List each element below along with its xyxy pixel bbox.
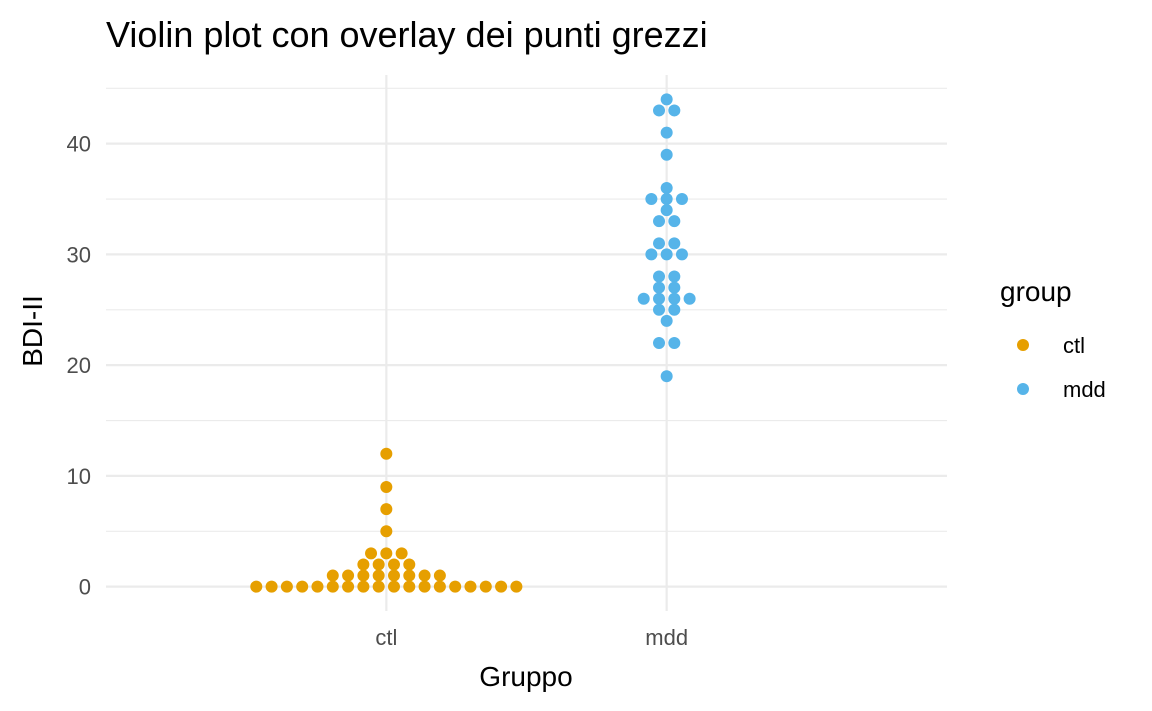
data-point-ctl bbox=[380, 525, 393, 538]
data-point-ctl bbox=[449, 580, 462, 593]
data-point-ctl bbox=[250, 580, 263, 593]
data-point-ctl bbox=[380, 447, 393, 460]
data-point-mdd bbox=[668, 303, 681, 316]
data-point-mdd bbox=[645, 193, 658, 206]
data-point-ctl bbox=[357, 569, 370, 582]
data-point-ctl bbox=[357, 558, 370, 571]
x-axis-ticks: ctl mdd bbox=[375, 625, 688, 650]
data-point-mdd bbox=[660, 181, 673, 194]
grid bbox=[106, 75, 947, 611]
data-point-ctl bbox=[280, 580, 293, 593]
y-tick-label: 30 bbox=[67, 242, 91, 267]
y-tick-label: 0 bbox=[79, 575, 91, 600]
data-point-ctl bbox=[326, 580, 339, 593]
data-point-mdd bbox=[675, 248, 688, 261]
data-point-ctl bbox=[418, 580, 431, 593]
data-point-mdd bbox=[653, 281, 666, 294]
data-point-ctl bbox=[433, 569, 446, 582]
data-point-mdd bbox=[660, 370, 673, 383]
data-point-ctl bbox=[296, 580, 309, 593]
data-point-ctl bbox=[464, 580, 477, 593]
data-point-ctl bbox=[265, 580, 278, 593]
data-point-ctl bbox=[387, 580, 400, 593]
data-points bbox=[250, 93, 696, 593]
data-point-ctl bbox=[510, 580, 523, 593]
legend-label-ctl: ctl bbox=[1063, 333, 1085, 358]
y-tick-label: 10 bbox=[67, 464, 91, 489]
data-point-mdd bbox=[660, 193, 673, 206]
data-point-ctl bbox=[342, 569, 355, 582]
data-point-mdd bbox=[668, 337, 681, 349]
legend-key-mdd bbox=[1017, 383, 1029, 395]
legend-label-mdd: mdd bbox=[1063, 377, 1106, 402]
data-point-ctl bbox=[311, 580, 324, 593]
data-point-mdd bbox=[683, 292, 696, 305]
data-point-ctl bbox=[372, 569, 385, 582]
data-point-mdd bbox=[653, 215, 666, 228]
data-point-mdd bbox=[668, 292, 681, 305]
legend-key-ctl bbox=[1017, 339, 1029, 351]
x-axis-title: Gruppo bbox=[479, 661, 572, 692]
data-point-mdd bbox=[653, 292, 666, 305]
chart-title: Violin plot con overlay dei punti grezzi bbox=[106, 14, 708, 55]
x-tick-label: mdd bbox=[645, 625, 688, 650]
data-point-mdd bbox=[675, 193, 688, 206]
data-point-mdd bbox=[660, 248, 673, 261]
legend: group ctl mdd bbox=[1000, 276, 1106, 402]
data-point-ctl bbox=[418, 569, 431, 582]
legend-title: group bbox=[1000, 276, 1072, 307]
data-point-ctl bbox=[395, 547, 408, 560]
y-axis-ticks: 0 10 20 30 40 bbox=[67, 132, 91, 600]
data-point-mdd bbox=[668, 104, 681, 117]
data-point-ctl bbox=[479, 580, 492, 593]
data-point-mdd bbox=[653, 337, 666, 349]
data-point-mdd bbox=[668, 237, 681, 250]
data-point-mdd bbox=[653, 104, 666, 117]
data-point-mdd bbox=[668, 215, 681, 228]
data-point-mdd bbox=[668, 270, 681, 283]
y-tick-label: 40 bbox=[67, 132, 91, 157]
data-point-ctl bbox=[357, 580, 370, 593]
data-point-mdd bbox=[645, 248, 658, 261]
data-point-ctl bbox=[495, 580, 508, 593]
data-point-ctl bbox=[342, 580, 355, 593]
data-point-mdd bbox=[660, 314, 673, 327]
data-point-ctl bbox=[387, 558, 400, 571]
y-axis-title: BDI-II bbox=[17, 295, 48, 367]
data-point-mdd bbox=[637, 292, 650, 305]
data-point-ctl bbox=[326, 569, 339, 582]
data-point-mdd bbox=[660, 93, 673, 106]
data-point-ctl bbox=[372, 558, 385, 571]
data-point-ctl bbox=[433, 580, 446, 593]
data-point-mdd bbox=[660, 126, 673, 139]
data-point-ctl bbox=[403, 558, 416, 571]
data-point-ctl bbox=[380, 503, 393, 516]
x-tick-label: ctl bbox=[375, 625, 397, 650]
data-point-mdd bbox=[660, 148, 673, 161]
data-point-ctl bbox=[365, 547, 378, 560]
data-point-ctl bbox=[380, 547, 393, 560]
data-point-ctl bbox=[403, 569, 416, 582]
data-point-mdd bbox=[653, 303, 666, 316]
y-tick-label: 20 bbox=[67, 353, 91, 378]
data-point-mdd bbox=[653, 237, 666, 250]
data-point-ctl bbox=[387, 569, 400, 582]
data-point-mdd bbox=[668, 281, 681, 294]
data-point-ctl bbox=[372, 580, 385, 593]
data-point-ctl bbox=[403, 580, 416, 593]
data-point-ctl bbox=[380, 480, 393, 493]
data-point-mdd bbox=[660, 204, 673, 217]
data-point-mdd bbox=[653, 270, 666, 283]
